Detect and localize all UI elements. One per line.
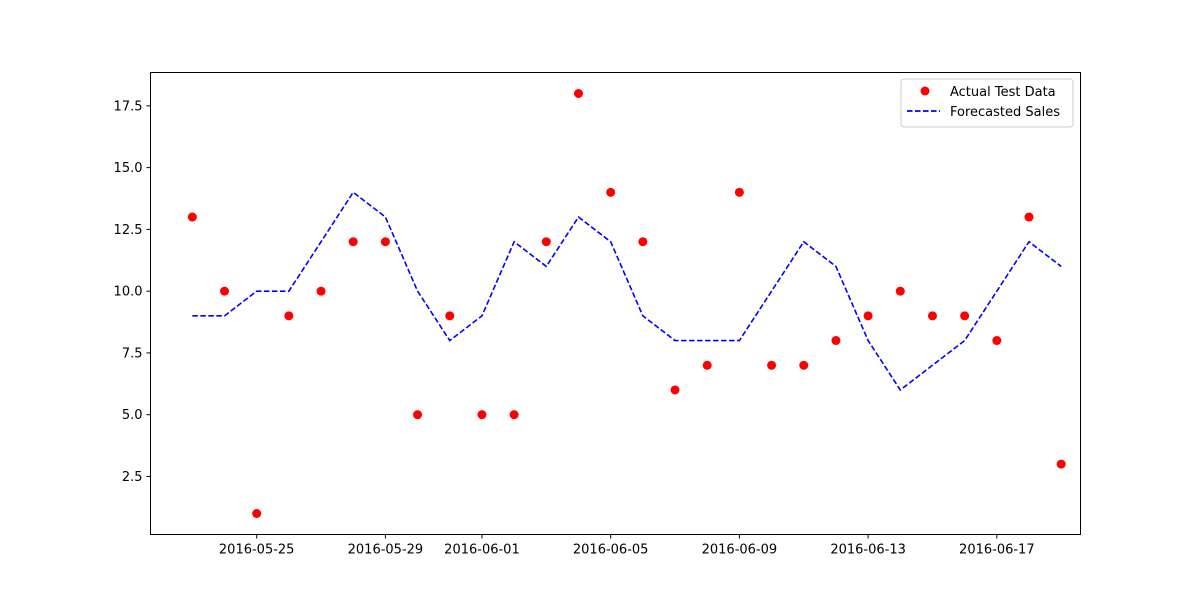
x-tick-label: 2016-06-09 [702,543,778,558]
legend-label-forecast: Forecasted Sales [950,105,1060,120]
actual-data-point [734,187,744,197]
x-tick-label: 2016-06-05 [573,543,649,558]
actual-data-point [316,286,326,296]
x-tick-label: 2016-06-13 [830,543,906,558]
actual-data-point [445,311,455,321]
actual-data-point [863,311,873,321]
actual-data-point [1056,459,1066,469]
x-tick-label: 2016-05-25 [219,543,295,558]
actual-data-point [960,311,970,321]
actual-data-point [992,336,1002,346]
y-tick-label: 10.0 [114,285,143,300]
actual-data-point [477,410,487,420]
actual-data-point [220,286,230,296]
legend-label-actual: Actual Test Data [950,85,1056,100]
legend: Actual Test Data Forecasted Sales [900,78,1074,128]
actual-data-point [767,360,777,370]
actual-data-point [927,311,937,321]
actual-data-point [638,237,648,247]
x-tick-label: 2016-06-17 [959,543,1035,558]
actual-data-point [702,360,712,370]
actual-data-point [1024,212,1034,222]
x-tick-label: 2016-06-01 [444,543,520,558]
actual-data-point [509,410,519,420]
actual-data-point [187,212,197,222]
actual-data-point [606,187,616,197]
legend-marker-actual-icon [920,86,930,96]
forecast-line [192,191,1062,392]
actual-data-point [284,311,294,321]
y-tick-label: 7.5 [122,346,143,361]
legend-box [900,78,1074,128]
actual-data-point [670,385,680,395]
y-tick-label: 2.5 [122,470,143,485]
y-tick-label: 15.0 [114,161,143,176]
actual-data-point [831,336,841,346]
y-tick-label: 5.0 [122,408,143,423]
plot-frame [150,72,1081,535]
actual-data-point [413,410,423,420]
actual-data-point [541,237,551,247]
actual-data-point [380,237,390,247]
x-tick-label: 2016-05-29 [348,543,424,558]
y-tick-label: 17.5 [114,99,143,114]
actual-data-point [895,286,905,296]
actual-data-point [799,360,809,370]
y-tick-label: 12.5 [114,223,143,238]
actual-data-point [573,89,583,98]
actual-data-point [252,509,262,518]
actual-data-point [348,237,358,247]
